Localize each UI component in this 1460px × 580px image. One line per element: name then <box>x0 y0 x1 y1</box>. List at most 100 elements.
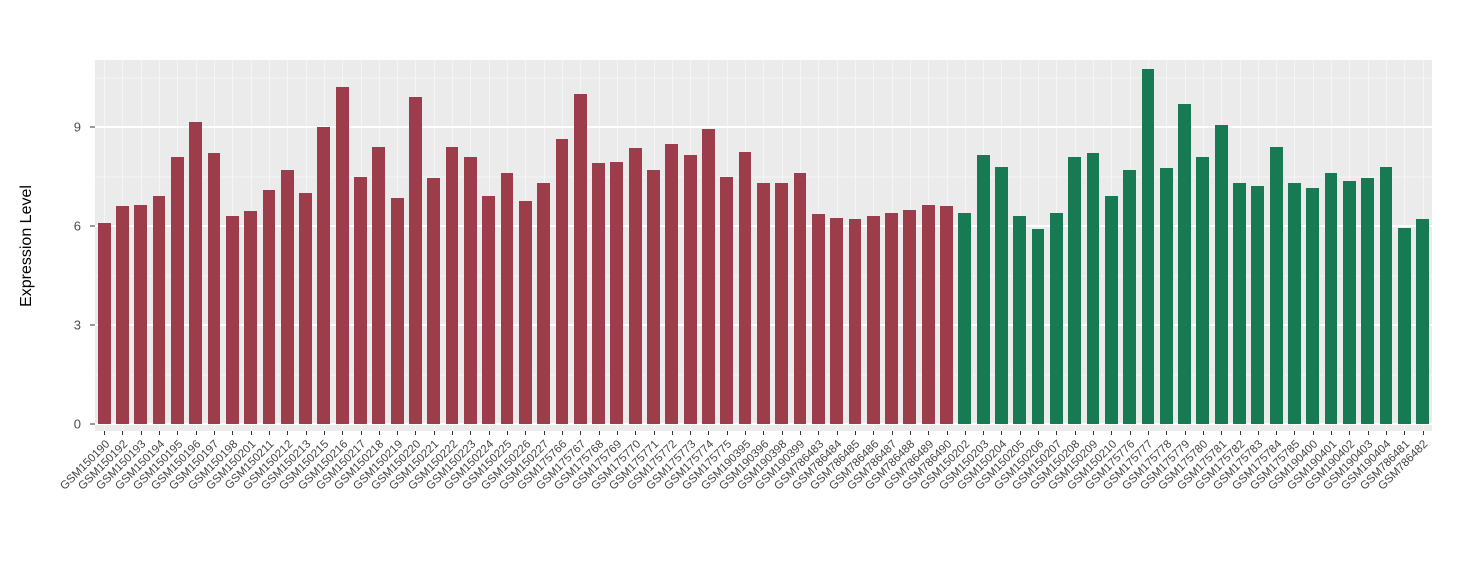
bar-cell <box>1285 60 1303 431</box>
x-tick-mark <box>653 431 655 435</box>
bar <box>830 217 844 424</box>
bar <box>97 222 111 424</box>
x-axis-cell: GSM786485 <box>809 431 864 571</box>
y-tick-mark <box>90 423 95 425</box>
x-axis-cell: GSM175777 <box>1102 431 1157 571</box>
x-tick-mark <box>397 431 399 435</box>
x-axis-cell: GSM175779 <box>1138 431 1193 571</box>
x-tick-mark <box>800 431 802 435</box>
bar-cell <box>992 60 1010 431</box>
x-tick-mark <box>1331 431 1333 435</box>
x-tick-mark <box>781 431 783 435</box>
bar-area <box>95 60 1432 431</box>
bar-cell <box>1084 60 1102 431</box>
x-axis-cell: GSM190399 <box>754 431 809 571</box>
bar-cell <box>1414 60 1432 431</box>
grid-minor-line <box>95 77 1432 78</box>
bar <box>647 169 660 424</box>
x-tick-mark <box>433 431 435 435</box>
bar <box>317 127 331 424</box>
x-axis-cell: GSM175772 <box>625 431 681 571</box>
bar <box>134 204 148 424</box>
y-tick-label: 0 <box>73 416 81 432</box>
x-tick-mark <box>1184 431 1186 435</box>
x-tick-mark <box>1166 431 1168 435</box>
bar <box>958 212 972 424</box>
bar <box>995 166 1008 424</box>
x-tick-mark <box>690 431 692 435</box>
x-axis-cell: GSM150196 <box>149 431 205 571</box>
x-tick-mark <box>1239 431 1241 435</box>
x-tick-mark <box>1038 431 1040 435</box>
bar <box>1342 181 1356 424</box>
x-tick-mark <box>214 431 216 435</box>
x-axis-cell: GSM150202 <box>918 431 974 571</box>
bar <box>482 196 496 424</box>
x-axis-cell: GSM190395 <box>699 431 754 571</box>
bar <box>116 206 129 424</box>
bar-cell <box>681 60 699 431</box>
x-tick-mark <box>983 431 985 435</box>
x-axis-cell: GSM150198 <box>186 431 241 571</box>
bar-cell <box>150 60 168 431</box>
bar-cell <box>351 60 369 431</box>
bar-cell <box>589 60 607 431</box>
bar <box>756 183 770 424</box>
y-tick-label: 9 <box>73 119 81 135</box>
bar <box>1233 183 1246 424</box>
x-axis-cell: GSM175773 <box>644 431 699 571</box>
grid-major-line <box>95 423 1432 425</box>
x-tick-mark <box>891 431 893 435</box>
bar <box>885 212 898 424</box>
bar-cell <box>1359 60 1377 431</box>
bar <box>445 146 459 424</box>
bar <box>592 163 605 424</box>
x-tick-mark <box>543 431 545 435</box>
x-axis-cell: GSM175768 <box>552 431 607 571</box>
y-tick-label: 3 <box>73 317 81 333</box>
x-axis-cell: GSM150226 <box>479 431 534 571</box>
bar <box>555 138 569 424</box>
x-tick-mark <box>470 431 472 435</box>
x-axis-cell: GSM190400 <box>1266 431 1322 571</box>
x-axis-cell: GSM150222 <box>406 431 461 571</box>
x-tick-mark <box>378 431 380 435</box>
x-axis-cell: GSM150223 <box>424 431 479 571</box>
bar <box>976 155 990 424</box>
x-axis-cell: GSM175778 <box>1120 431 1175 571</box>
bar-cell <box>315 60 333 431</box>
bar-cell <box>901 60 919 431</box>
bar <box>1013 216 1027 424</box>
bar-cell <box>663 60 681 431</box>
bar-cell <box>956 60 974 431</box>
bar <box>1086 153 1100 424</box>
x-axis-cell: GSM175784 <box>1230 431 1285 571</box>
bar <box>683 155 697 424</box>
x-tick-mark <box>946 431 948 435</box>
bar-cell <box>882 60 900 431</box>
bar-cell <box>498 60 516 431</box>
y-axis-inner: 0 3 6 9 <box>0 60 95 431</box>
bar <box>1123 169 1137 424</box>
bar-cell <box>388 60 406 431</box>
x-tick-mark <box>323 431 325 435</box>
bar-cell <box>370 60 388 431</box>
bar <box>1269 146 1283 424</box>
bar <box>1306 188 1320 424</box>
bar-cell <box>791 60 809 431</box>
bar-cell <box>1066 60 1084 431</box>
bar-cell <box>1395 60 1413 431</box>
x-tick-mark <box>1019 431 1021 435</box>
x-axis-cell: GSM150203 <box>937 431 992 571</box>
bar <box>189 122 203 424</box>
x-axis-cell: GSM786482 <box>1376 431 1432 571</box>
x-axis-cell: GSM175767 <box>534 431 589 571</box>
x-axis-cell: GSM150225 <box>461 431 516 571</box>
bar <box>848 219 862 424</box>
bar <box>940 206 953 424</box>
x-axis-cell: GSM150207 <box>1010 431 1065 571</box>
bar <box>299 193 312 424</box>
x-axis-cell: GSM190401 <box>1285 431 1340 571</box>
y-tick-mark <box>90 225 95 227</box>
bar-cell <box>333 60 351 431</box>
